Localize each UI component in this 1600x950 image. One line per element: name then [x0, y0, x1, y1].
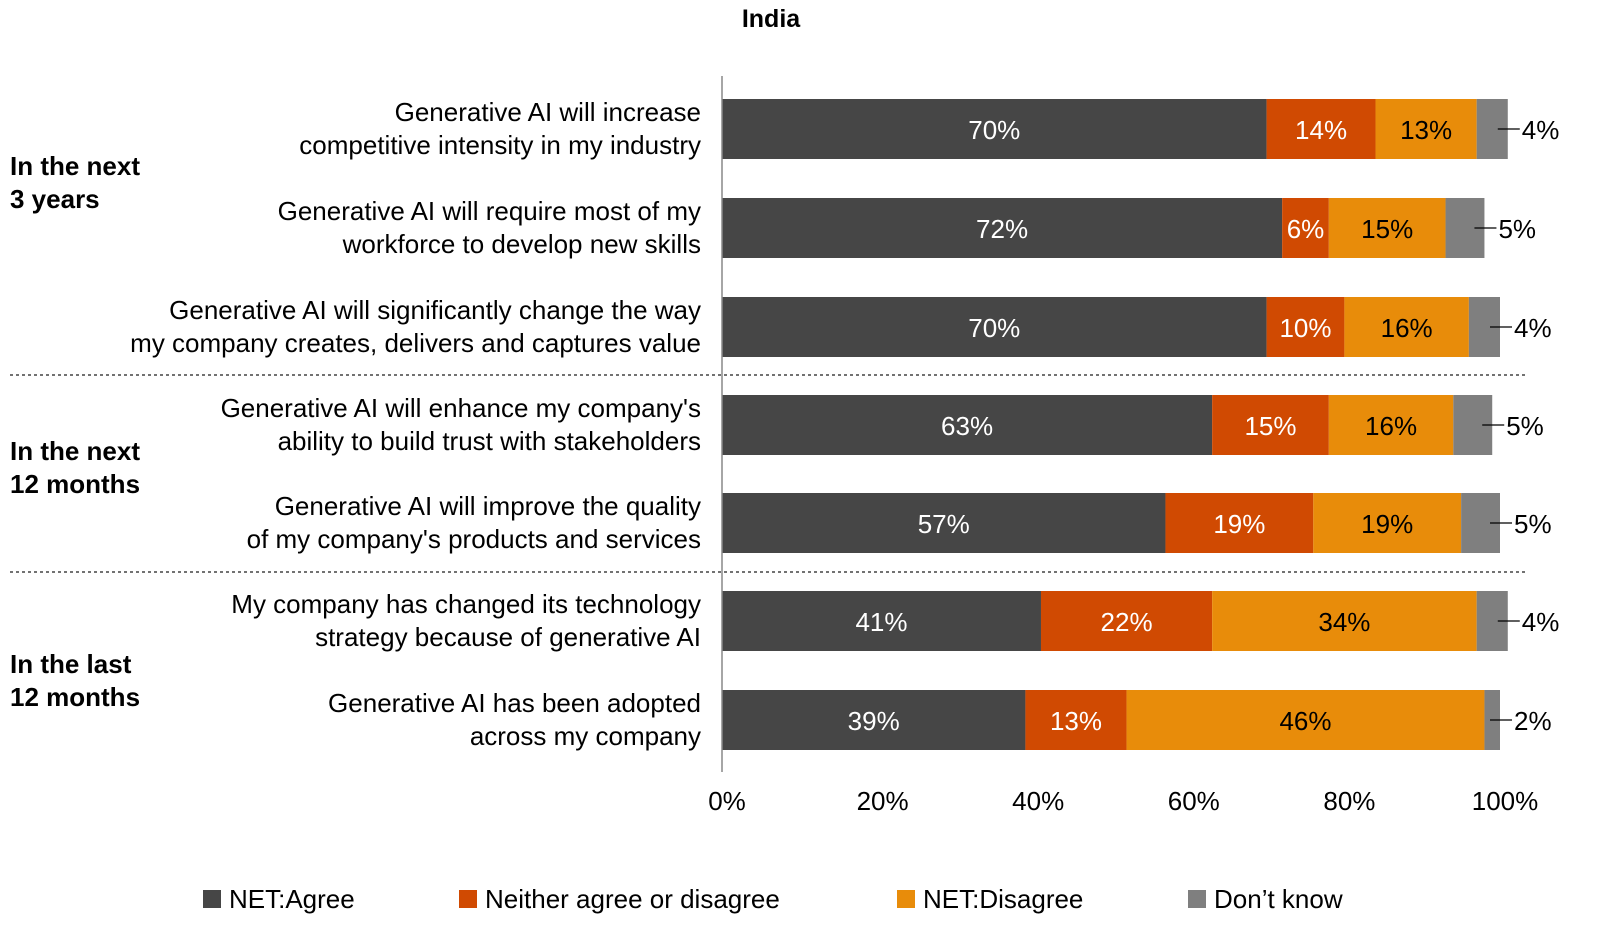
bar-segment: [1344, 297, 1469, 357]
group-label: 3 years: [10, 184, 100, 214]
data-label: 5%: [1514, 509, 1552, 539]
category-label: my company creates, delivers and capture…: [130, 328, 701, 358]
bar-segment: [722, 99, 1267, 159]
legend-swatch: [459, 890, 477, 908]
bar-segment: [1266, 297, 1345, 357]
data-label: 22%: [1101, 607, 1153, 637]
group-label: In the last: [10, 649, 132, 679]
category-label: Generative AI has been adopted: [328, 688, 701, 718]
bar-segment: [1328, 198, 1446, 258]
bar-segment: [1126, 690, 1485, 750]
category-label: strategy because of generative AI: [315, 622, 701, 652]
data-label: 13%: [1050, 706, 1102, 736]
group-label: 12 months: [10, 682, 140, 712]
category-label: workforce to develop new skills: [342, 229, 701, 259]
group-label: In the next: [10, 151, 140, 181]
bar-segment: [1165, 493, 1314, 553]
x-tick-label: 100%: [1472, 786, 1539, 816]
data-label: 46%: [1279, 706, 1331, 736]
legend-label: NET:Agree: [229, 884, 355, 914]
category-label: competitive intensity in my industry: [299, 130, 701, 160]
bar-segment: [1040, 591, 1213, 651]
bar-segment: [722, 297, 1267, 357]
legend-label: NET:Disagree: [923, 884, 1083, 914]
category-label: Generative AI will enhance my company's: [221, 393, 701, 423]
legend-item: Neither agree or disagree: [459, 884, 780, 914]
category-label: across my company: [470, 721, 701, 751]
data-label: 4%: [1522, 115, 1560, 145]
data-label: 15%: [1361, 214, 1413, 244]
data-label: 57%: [918, 509, 970, 539]
data-label: 70%: [968, 313, 1020, 343]
bar-segment: [722, 198, 1283, 258]
bar-segment: [1282, 198, 1329, 258]
bar-segment: [722, 493, 1166, 553]
bar-segment: [722, 395, 1213, 455]
data-label: 19%: [1213, 509, 1265, 539]
data-label: 4%: [1522, 607, 1560, 637]
bar-segment: [1212, 395, 1329, 455]
category-label: Generative AI will significantly change …: [169, 295, 701, 325]
data-label: 63%: [941, 411, 993, 441]
legend-item: Don’t know: [1188, 884, 1343, 914]
data-label: 2%: [1514, 706, 1552, 736]
group-label: In the next: [10, 436, 140, 466]
data-label: 6%: [1287, 214, 1325, 244]
data-label: 16%: [1365, 411, 1417, 441]
bar-segment: [1328, 395, 1454, 455]
data-label: 5%: [1498, 214, 1536, 244]
legend-label: Neither agree or disagree: [485, 884, 780, 914]
x-tick-label: 60%: [1168, 786, 1220, 816]
data-label: 15%: [1244, 411, 1296, 441]
bar-segment: [722, 591, 1041, 651]
data-label: 14%: [1295, 115, 1347, 145]
bar-segment: [1025, 690, 1127, 750]
data-label: 5%: [1506, 411, 1544, 441]
category-label: Generative AI will increase: [395, 97, 701, 127]
x-tick-label: 0%: [708, 786, 746, 816]
bar-segment: [1212, 591, 1477, 651]
category-label: My company has changed its technology: [231, 589, 701, 619]
data-label: 10%: [1279, 313, 1331, 343]
x-tick-label: 40%: [1012, 786, 1064, 816]
data-label: 70%: [968, 115, 1020, 145]
category-label: of my company's products and services: [247, 524, 701, 554]
data-label: 41%: [855, 607, 907, 637]
x-tick-label: 80%: [1323, 786, 1375, 816]
legend-swatch: [203, 890, 221, 908]
bar-segment: [1313, 493, 1462, 553]
data-label: 16%: [1381, 313, 1433, 343]
data-label: 34%: [1318, 607, 1370, 637]
bar-segment: [722, 690, 1026, 750]
legend-item: NET:Agree: [203, 884, 355, 914]
x-tick-label: 20%: [857, 786, 909, 816]
legend-swatch: [897, 890, 915, 908]
data-label: 39%: [848, 706, 900, 736]
category-label: ability to build trust with stakeholders: [278, 426, 701, 456]
data-label: 19%: [1361, 509, 1413, 539]
category-label: Generative AI will improve the quality: [275, 491, 701, 521]
data-label: 72%: [976, 214, 1028, 244]
data-label: 4%: [1514, 313, 1552, 343]
bar-segment: [1266, 99, 1376, 159]
category-label: Generative AI will require most of my: [278, 196, 701, 226]
bar-segment: [1375, 99, 1477, 159]
chart-title: India: [742, 5, 801, 33]
legend-label: Don’t know: [1214, 884, 1343, 914]
group-label: 12 months: [10, 469, 140, 499]
legend-item: NET:Disagree: [897, 884, 1083, 914]
data-label: 13%: [1400, 115, 1452, 145]
legend-swatch: [1188, 890, 1206, 908]
